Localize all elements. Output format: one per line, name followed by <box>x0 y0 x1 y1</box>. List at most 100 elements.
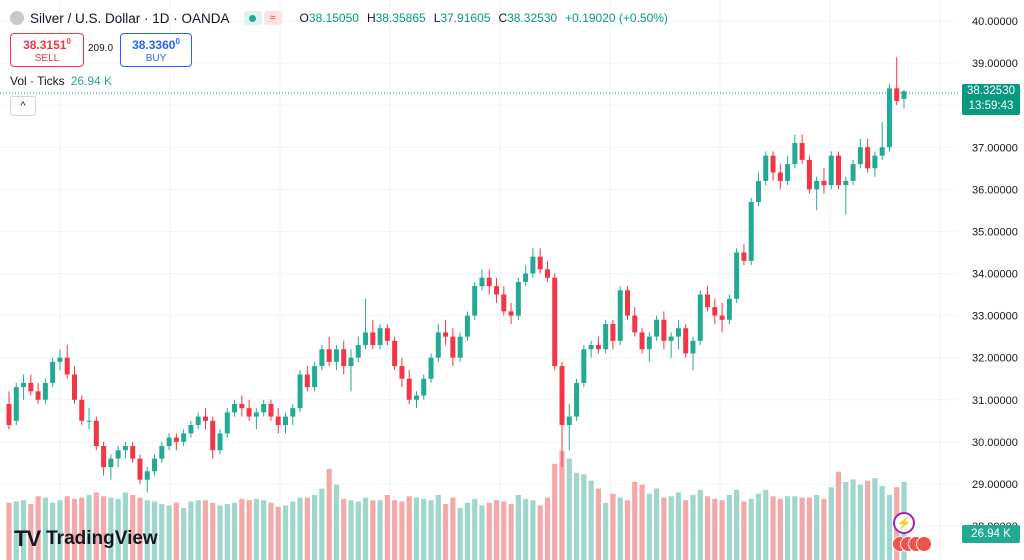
volume-bar <box>188 501 194 560</box>
candle-body <box>86 420 92 422</box>
candle-body <box>530 256 536 274</box>
volume-bar <box>654 488 660 560</box>
candle-body <box>210 420 216 451</box>
candle-body <box>312 366 318 388</box>
change-value: +0.19020 (+0.50%) <box>565 11 668 25</box>
volume-price-tag: 26.94 K <box>962 525 1020 543</box>
volume-bar <box>566 458 572 560</box>
volume-bar <box>406 496 412 560</box>
candle-body <box>501 294 507 312</box>
volume-bar <box>231 502 238 560</box>
volume-bar <box>719 500 725 560</box>
volume-bar <box>50 502 56 560</box>
y-tick-label: 36.00000 <box>972 184 1018 196</box>
volume-bar <box>268 502 274 560</box>
candle-body <box>654 319 660 337</box>
close-label: C <box>498 11 508 25</box>
candle-body <box>610 324 616 341</box>
volume-bar <box>617 497 623 560</box>
candle-body <box>581 349 587 383</box>
volume-bar <box>319 488 325 560</box>
volume-bar <box>392 500 398 560</box>
volume-bar <box>457 508 463 560</box>
lightning-event-icon[interactable]: ⚡ <box>893 512 915 534</box>
candle-body <box>574 382 580 417</box>
chart-header: Silver / U.S. Dollar · 1D · OANDA ≈ O38.… <box>10 8 668 28</box>
volume-bar <box>377 500 383 560</box>
candle-body <box>668 336 674 341</box>
candle-body <box>719 315 725 320</box>
volume-bar <box>777 498 783 560</box>
symbol-title[interactable]: Silver / U.S. Dollar · 1D · OANDA <box>30 10 230 26</box>
close-value: 38.32530 <box>507 11 558 25</box>
market-status[interactable]: ≈ <box>243 11 282 25</box>
y-tick-label: 35.00000 <box>972 226 1018 238</box>
candle-body <box>392 340 398 367</box>
candle-body <box>130 446 136 459</box>
volume-bar <box>42 497 48 560</box>
volume-bar <box>57 500 63 560</box>
candle-body <box>246 408 252 417</box>
volume-bar <box>239 498 245 560</box>
candle-body <box>406 378 412 400</box>
candle-body <box>173 437 179 442</box>
open-value: 38.15050 <box>308 11 359 25</box>
candle-body <box>734 252 740 299</box>
volume-bar <box>28 504 34 560</box>
volume-bar <box>450 497 456 560</box>
volume-bar <box>632 482 638 560</box>
candle-body <box>348 357 354 367</box>
candle-body <box>115 450 121 459</box>
tradingview-logo[interactable]: TV TradingView <box>14 526 158 552</box>
candle-body <box>639 332 645 350</box>
candle-body <box>159 446 165 459</box>
economic-events-icons[interactable] <box>892 536 932 552</box>
volume-bar <box>675 492 682 560</box>
volume-bar <box>435 495 441 560</box>
volume-bar <box>886 495 893 560</box>
candle-body <box>523 273 529 282</box>
volume-bar <box>93 492 99 560</box>
candle-body <box>799 143 805 160</box>
candle-body <box>399 366 405 379</box>
volume-bar <box>290 501 296 560</box>
volume-bar <box>661 497 667 560</box>
collapse-legend-button[interactable]: ^ <box>10 96 36 116</box>
wave-icon: ≈ <box>263 11 282 25</box>
volume-bar <box>523 498 529 560</box>
candle-body <box>836 155 842 186</box>
candle-body <box>603 324 609 350</box>
candle-body <box>21 382 27 388</box>
volume-bar <box>122 492 129 560</box>
candle-body <box>42 382 48 400</box>
volume-bar <box>224 504 230 560</box>
low-value: 37.91605 <box>440 11 491 25</box>
volume-bar <box>668 496 674 560</box>
candle-body <box>537 256 543 270</box>
candle-body <box>755 180 761 202</box>
volume-bar <box>246 500 252 560</box>
buy-button[interactable]: 38.33600 BUY <box>120 33 192 67</box>
candle-body <box>50 361 56 383</box>
candle-body <box>901 91 907 99</box>
volume-bar <box>799 497 805 560</box>
candle-body <box>152 458 158 472</box>
volume-bar <box>282 505 289 560</box>
volume-bar <box>166 505 172 560</box>
candle-body <box>64 357 70 375</box>
candle-body <box>588 345 594 350</box>
candle-body <box>428 357 434 379</box>
volume-legend[interactable]: Vol · Ticks 26.94 K <box>10 74 112 88</box>
price-axis[interactable]: 40.0000039.0000038.0000037.0000036.00000… <box>972 16 1018 533</box>
candle-body <box>494 286 500 295</box>
candle-body <box>712 307 718 316</box>
candle-body <box>894 88 900 101</box>
candle-body <box>879 147 885 156</box>
y-tick-label: 34.00000 <box>972 269 1018 281</box>
candle-body <box>617 290 623 341</box>
sell-price: 38.3151 <box>23 38 67 52</box>
candle-body <box>828 155 834 186</box>
sell-button[interactable]: 38.31510 SELL <box>10 33 84 67</box>
candle-body <box>450 336 456 358</box>
